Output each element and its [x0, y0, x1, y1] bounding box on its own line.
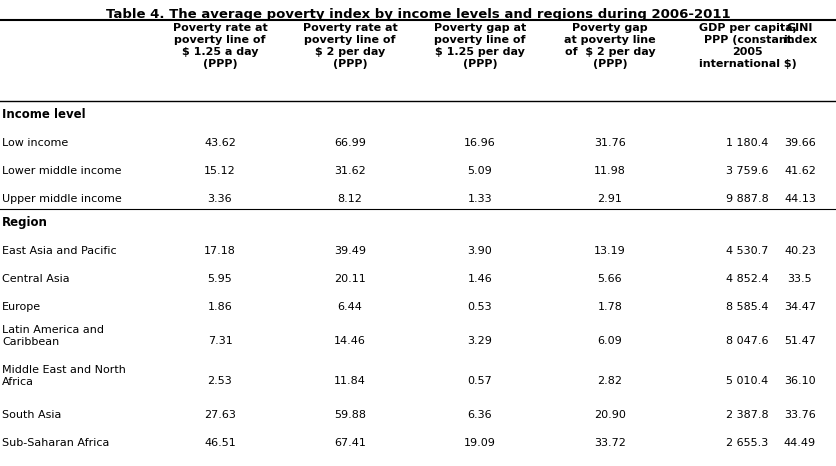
Text: 44.49: 44.49: [784, 438, 816, 448]
Text: Poverty gap
at poverty line
of  $ 2 per day
(PPP): Poverty gap at poverty line of $ 2 per d…: [564, 23, 655, 69]
Text: 46.51: 46.51: [204, 438, 236, 448]
Text: GINI
index: GINI index: [783, 23, 817, 45]
Text: 1.78: 1.78: [598, 302, 623, 312]
Text: GDP per capita,
PPP (constant
2005
international $): GDP per capita, PPP (constant 2005 inter…: [699, 23, 797, 69]
Text: East Asia and Pacific: East Asia and Pacific: [2, 246, 117, 256]
Text: 67.41: 67.41: [334, 438, 366, 448]
Text: 59.88: 59.88: [334, 410, 366, 420]
Text: 5 010.4: 5 010.4: [726, 376, 768, 386]
Text: Sub-Saharan Africa: Sub-Saharan Africa: [2, 438, 110, 448]
Text: Latin America and
Caribbean: Latin America and Caribbean: [2, 325, 104, 347]
Text: Europe: Europe: [2, 302, 41, 312]
Text: 20.90: 20.90: [594, 410, 626, 420]
Text: Central Asia: Central Asia: [2, 274, 69, 284]
Text: Poverty rate at
poverty line of
$ 1.25 a day
(PPP): Poverty rate at poverty line of $ 1.25 a…: [172, 23, 268, 69]
Text: 31.76: 31.76: [594, 138, 626, 148]
Text: 16.96: 16.96: [464, 138, 496, 148]
Text: Poverty rate at
poverty line of
$ 2 per day
(PPP): Poverty rate at poverty line of $ 2 per …: [303, 23, 397, 69]
Text: 14.46: 14.46: [334, 336, 366, 346]
Text: 2.82: 2.82: [598, 376, 623, 386]
Text: Lower middle income: Lower middle income: [2, 166, 121, 176]
Text: 11.98: 11.98: [594, 166, 626, 176]
Text: 44.13: 44.13: [784, 194, 816, 204]
Text: 41.62: 41.62: [784, 166, 816, 176]
Text: 1.86: 1.86: [207, 302, 232, 312]
Text: 20.11: 20.11: [334, 274, 366, 284]
Text: 8.12: 8.12: [338, 194, 363, 204]
Text: 43.62: 43.62: [204, 138, 236, 148]
Text: Upper middle income: Upper middle income: [2, 194, 122, 204]
Text: 66.99: 66.99: [334, 138, 366, 148]
Text: 3 759.6: 3 759.6: [726, 166, 768, 176]
Text: 5.95: 5.95: [207, 274, 232, 284]
Text: 6.09: 6.09: [598, 336, 622, 346]
Text: 5.66: 5.66: [598, 274, 622, 284]
Text: 15.12: 15.12: [204, 166, 236, 176]
Text: Income level: Income level: [2, 108, 85, 121]
Text: 1.33: 1.33: [467, 194, 492, 204]
Text: 1 180.4: 1 180.4: [726, 138, 768, 148]
Text: 3.36: 3.36: [207, 194, 232, 204]
Text: 3.29: 3.29: [467, 336, 492, 346]
Text: Middle East and North
Africa: Middle East and North Africa: [2, 365, 126, 387]
Text: 36.10: 36.10: [784, 376, 816, 386]
Text: 6.36: 6.36: [467, 410, 492, 420]
Text: 2.53: 2.53: [207, 376, 232, 386]
Text: 4 530.7: 4 530.7: [726, 246, 768, 256]
Text: 34.47: 34.47: [784, 302, 816, 312]
Text: 3.90: 3.90: [467, 246, 492, 256]
Text: 2 655.3: 2 655.3: [726, 438, 768, 448]
Text: Region: Region: [2, 216, 48, 229]
Text: 8 047.6: 8 047.6: [726, 336, 769, 346]
Text: 33.5: 33.5: [788, 274, 813, 284]
Text: 9 887.8: 9 887.8: [726, 194, 769, 204]
Text: 13.19: 13.19: [594, 246, 626, 256]
Text: 1.46: 1.46: [467, 274, 492, 284]
Text: Poverty gap at
poverty line of
$ 1.25 per day
(PPP): Poverty gap at poverty line of $ 1.25 pe…: [434, 23, 526, 69]
Text: 33.72: 33.72: [594, 438, 626, 448]
Text: 2.91: 2.91: [598, 194, 623, 204]
Text: 51.47: 51.47: [784, 336, 816, 346]
Text: 40.23: 40.23: [784, 246, 816, 256]
Text: Table 4. The average poverty index by income levels and regions during 2006-2011: Table 4. The average poverty index by in…: [105, 8, 731, 21]
Text: 4 852.4: 4 852.4: [726, 274, 769, 284]
Text: 0.57: 0.57: [467, 376, 492, 386]
Text: South Asia: South Asia: [2, 410, 61, 420]
Text: 31.62: 31.62: [334, 166, 366, 176]
Text: 39.66: 39.66: [784, 138, 816, 148]
Text: 2 387.8: 2 387.8: [726, 410, 769, 420]
Text: 5.09: 5.09: [467, 166, 492, 176]
Text: 8 585.4: 8 585.4: [726, 302, 769, 312]
Text: 17.18: 17.18: [204, 246, 236, 256]
Text: 6.44: 6.44: [338, 302, 363, 312]
Text: 33.76: 33.76: [784, 410, 816, 420]
Text: 11.84: 11.84: [334, 376, 366, 386]
Text: 0.53: 0.53: [467, 302, 492, 312]
Text: Low income: Low income: [2, 138, 69, 148]
Text: 27.63: 27.63: [204, 410, 236, 420]
Text: 7.31: 7.31: [207, 336, 232, 346]
Text: 39.49: 39.49: [334, 246, 366, 256]
Text: 19.09: 19.09: [464, 438, 496, 448]
